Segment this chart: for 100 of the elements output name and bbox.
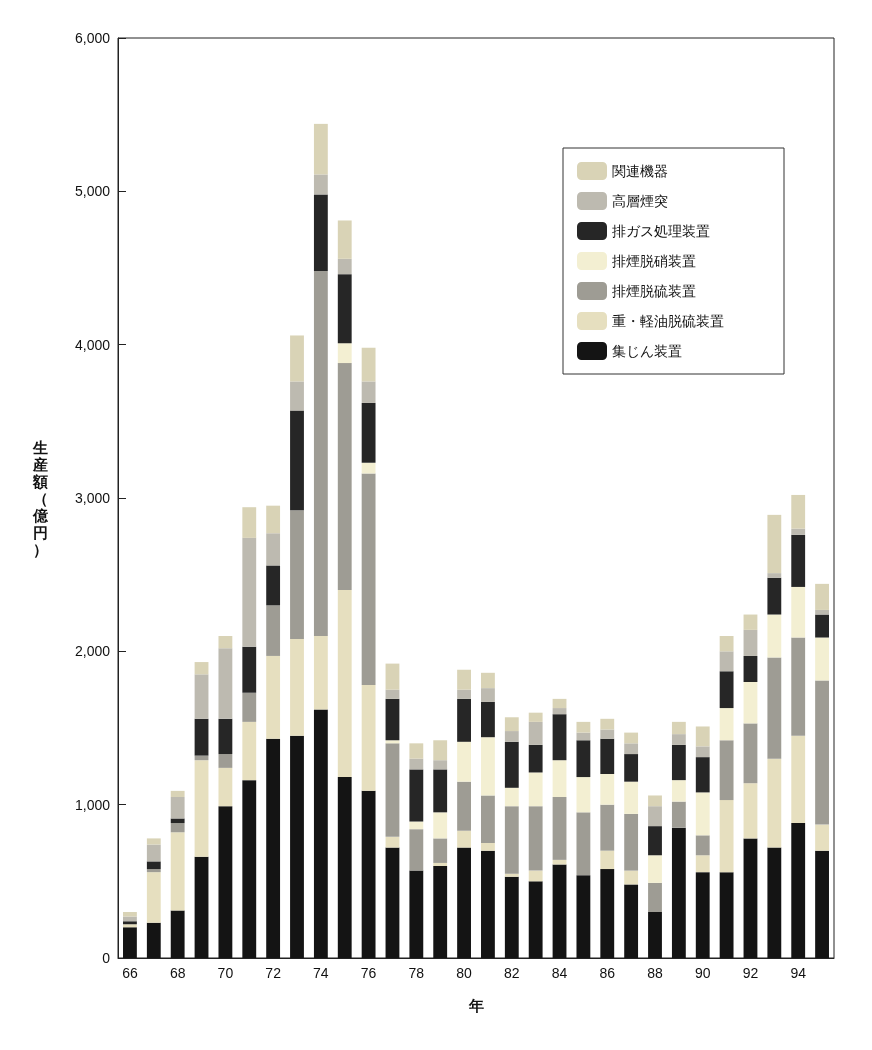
bar (648, 826, 662, 856)
x-tick-label: 82 (504, 965, 520, 981)
bar (767, 657, 782, 759)
bar (743, 629, 758, 656)
bar (743, 614, 758, 630)
bar (552, 698, 567, 709)
bar (767, 573, 782, 578)
bar (385, 847, 400, 958)
bar (337, 590, 352, 778)
bar (743, 783, 758, 839)
bar (194, 718, 209, 756)
bar (290, 410, 304, 511)
bar (409, 743, 424, 759)
bar (648, 855, 662, 883)
bar (146, 872, 161, 923)
y-tick-label: 3,000 (74, 490, 111, 506)
bar (767, 847, 782, 958)
bar (433, 862, 448, 866)
bar (648, 795, 662, 807)
x-tick-label: 88 (647, 965, 663, 981)
bar (528, 712, 543, 722)
bar (409, 821, 424, 830)
bar (242, 692, 257, 722)
bar (481, 737, 495, 796)
bar (671, 744, 686, 781)
bar (433, 769, 448, 813)
bar (695, 835, 710, 856)
bar (170, 823, 185, 833)
bar (504, 873, 519, 877)
bar (552, 708, 567, 715)
bar (361, 473, 376, 686)
legend-label: 排煙脱硫装置 (612, 283, 696, 299)
bar (528, 870, 543, 882)
bar (576, 812, 591, 876)
x-tick-label: 80 (456, 965, 473, 981)
bar (385, 740, 400, 744)
bar (433, 812, 448, 839)
bar (528, 806, 543, 871)
bar (576, 721, 591, 733)
bar (624, 743, 639, 755)
x-tick-label: 90 (694, 965, 711, 981)
bar (695, 855, 710, 873)
bar (313, 123, 328, 175)
bar (815, 680, 829, 825)
bar (791, 528, 806, 535)
bar (218, 754, 233, 768)
bar (767, 577, 782, 615)
bar (123, 912, 137, 917)
bar (624, 870, 639, 885)
bar (481, 688, 495, 702)
legend-label: 重・軽油脱硫装置 (612, 313, 724, 329)
y-tick-label: 4,000 (74, 336, 111, 353)
bar (528, 744, 543, 773)
bar (361, 402, 376, 463)
bar (504, 806, 519, 874)
bar (671, 734, 686, 745)
bar (337, 343, 352, 364)
bar (695, 792, 710, 836)
legend-label: 関連機器 (612, 163, 668, 179)
bar (481, 850, 495, 958)
x-tick-label: 76 (360, 965, 377, 981)
bar (433, 838, 448, 863)
bar (743, 838, 758, 958)
bar (648, 882, 662, 912)
bar (146, 869, 161, 873)
bar (815, 609, 829, 615)
bar (791, 586, 806, 638)
bar (815, 637, 829, 681)
bar (194, 674, 209, 719)
bar (218, 767, 233, 807)
y-tick-label: 2,000 (74, 643, 111, 660)
bar (170, 797, 185, 819)
bar (457, 847, 471, 958)
bar (337, 777, 352, 958)
bar (671, 721, 686, 735)
bar (123, 927, 137, 958)
bar (600, 774, 615, 805)
legend-label: 集じん装置 (612, 343, 682, 359)
bar (290, 510, 304, 640)
bar (242, 537, 257, 647)
x-axis-title: 年 (467, 997, 484, 1014)
bar (791, 534, 806, 587)
bar (671, 801, 686, 828)
bar (767, 514, 782, 574)
bar (719, 636, 734, 652)
bar (146, 922, 161, 958)
bar (194, 662, 209, 675)
y-tick-label: 6,000 (74, 30, 111, 46)
bar (648, 806, 662, 827)
bar (648, 912, 662, 958)
bar (337, 363, 352, 590)
bar (719, 671, 734, 709)
bar (743, 655, 758, 682)
x-tick-label: 84 (551, 965, 568, 981)
bar (719, 800, 734, 873)
bar (528, 721, 543, 745)
x-tick-label: 78 (408, 965, 425, 981)
bar (409, 870, 424, 958)
bar (457, 830, 471, 848)
bar (266, 738, 281, 958)
